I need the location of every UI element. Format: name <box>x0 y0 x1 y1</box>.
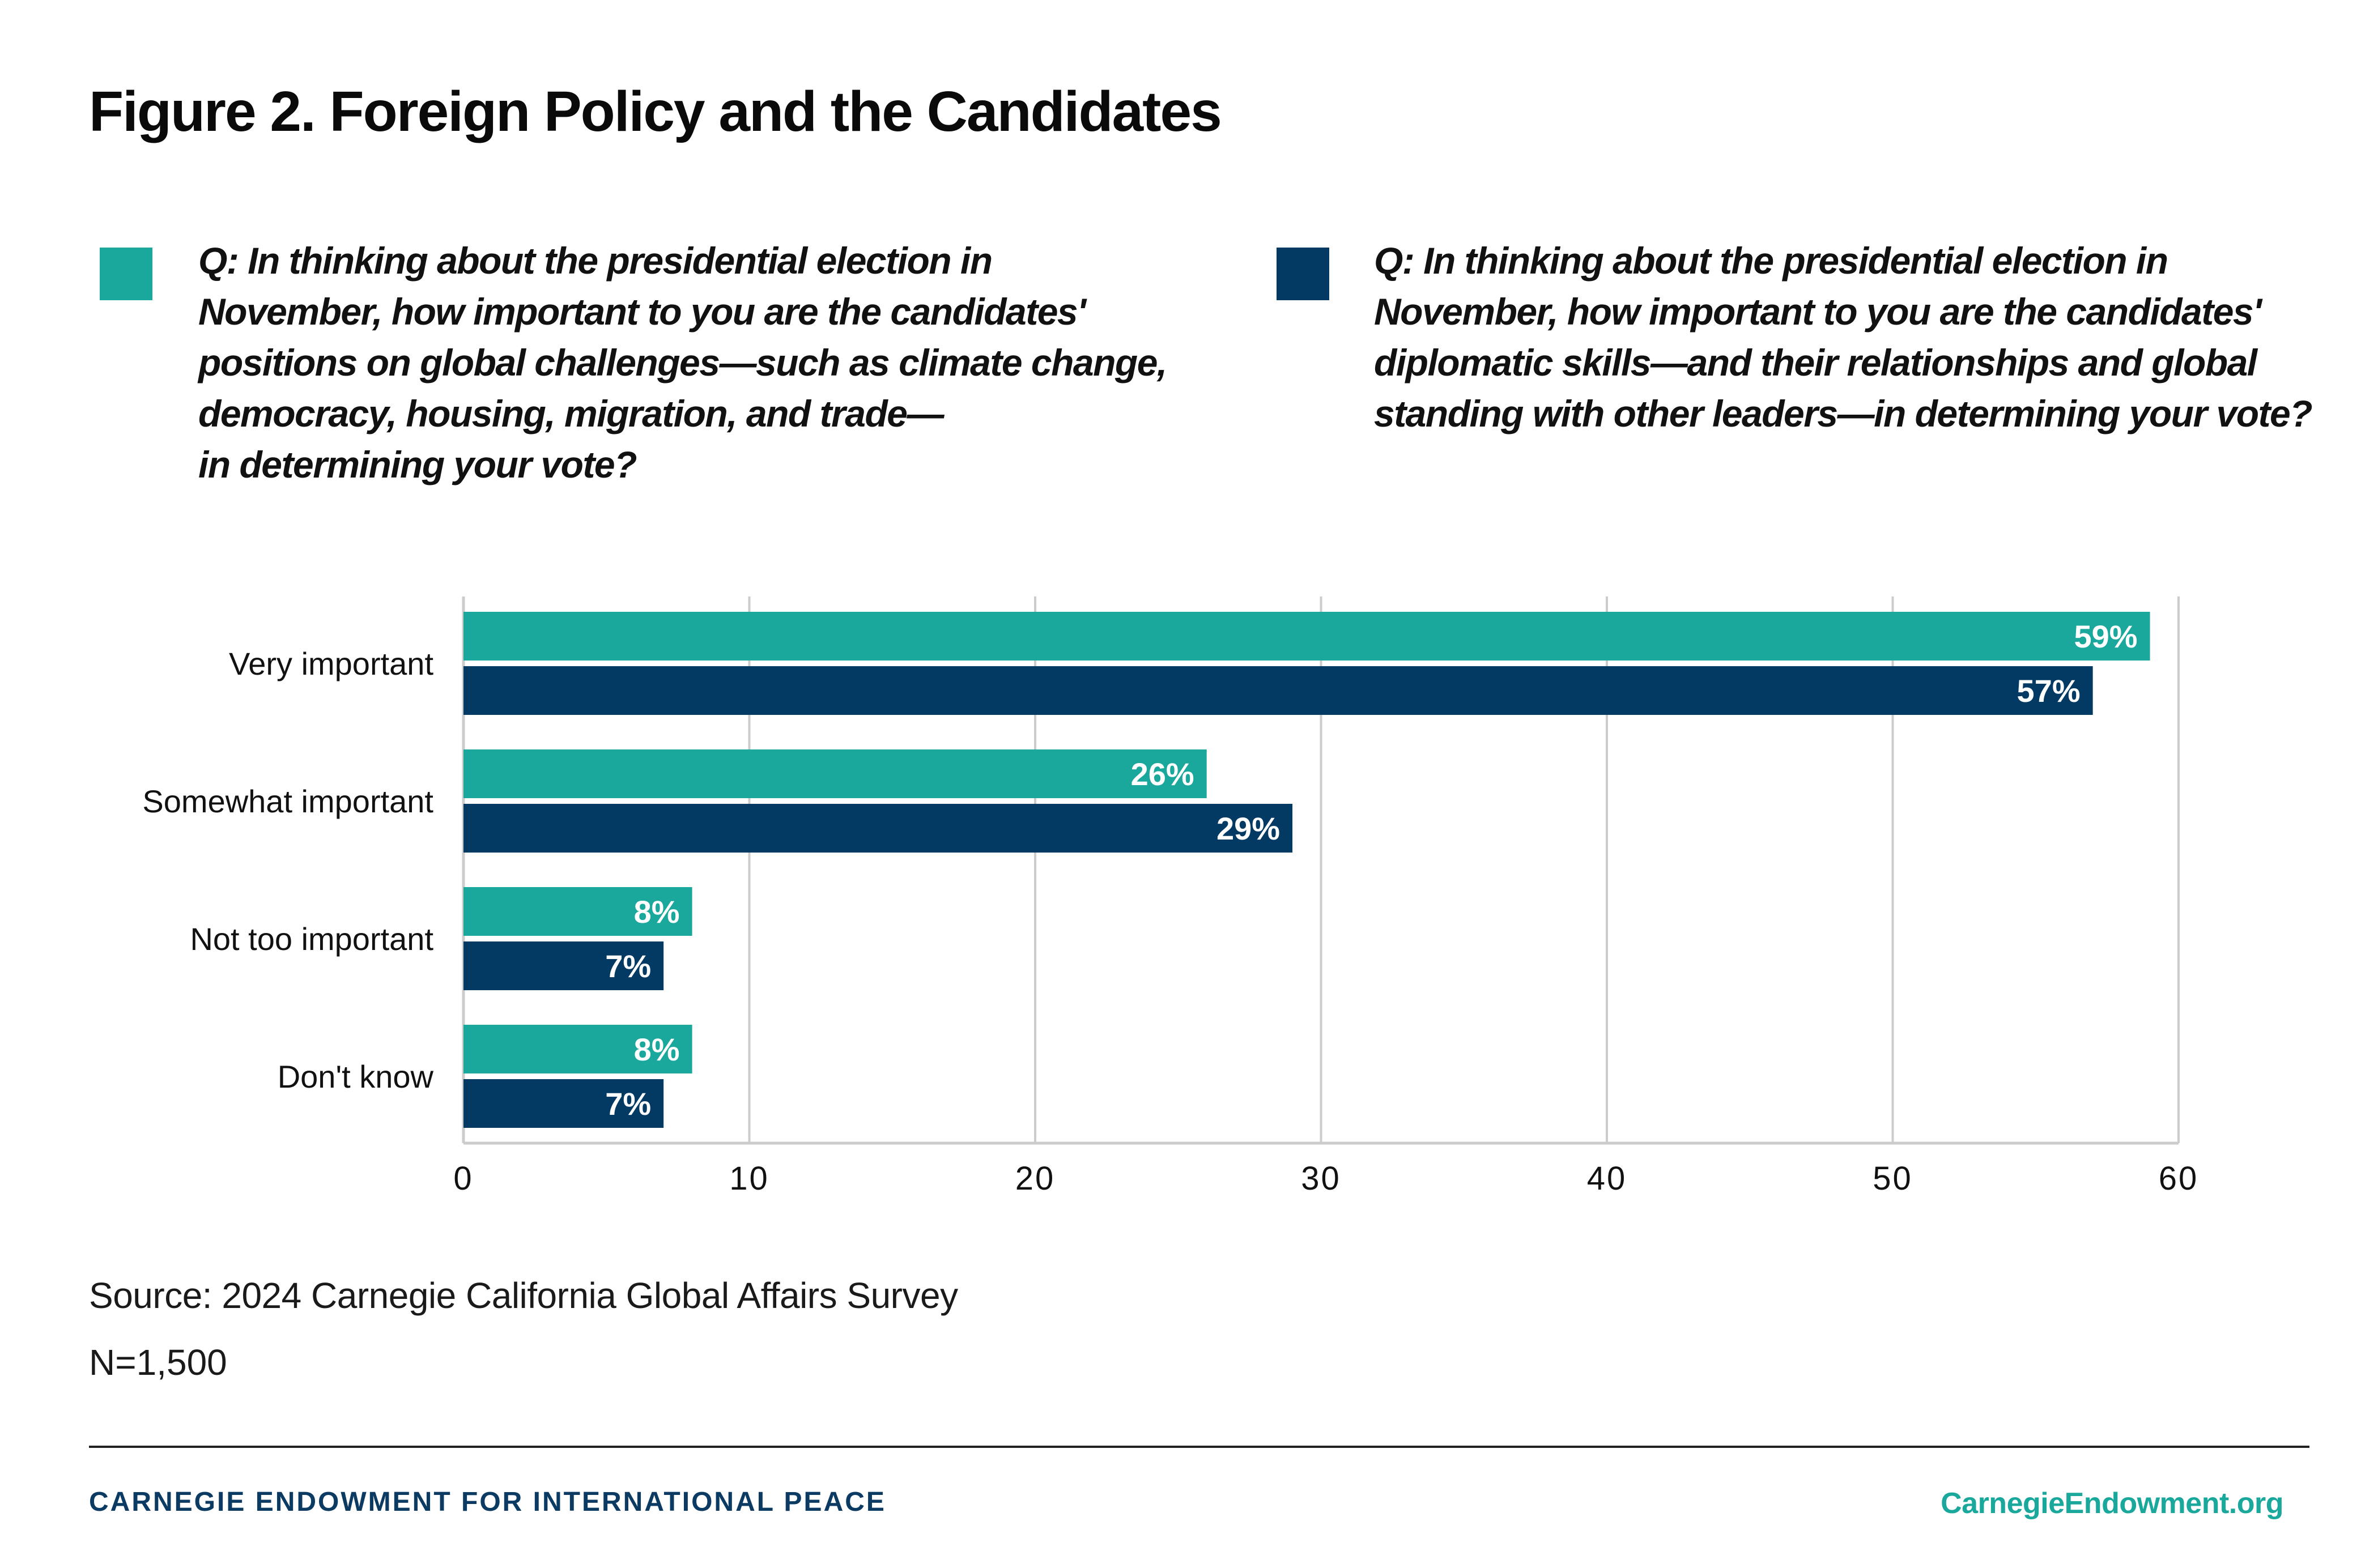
sample-size-note: N=1,500 <box>89 1342 227 1383</box>
organization-name: CARNEGIE ENDOWMENT FOR INTERNATIONAL PEA… <box>89 1487 886 1517</box>
source-note: Source: 2024 Carnegie California Global … <box>89 1275 958 1316</box>
x-tick-label: 30 <box>1301 1160 1341 1197</box>
legend-text-diplomatic-skills: Q: In thinking about the presidential el… <box>1374 235 2313 439</box>
legend-line: November, how important to you are the c… <box>198 291 1086 333</box>
bar-diplomatic-skills <box>463 941 664 990</box>
y-category-label: Don't know <box>278 1059 434 1094</box>
bar-data-label: 57% <box>2017 673 2081 709</box>
bar-global-challenges <box>463 749 1207 798</box>
footer-divider <box>89 1446 2309 1448</box>
legend-line: Q: In thinking about the presidential el… <box>198 240 993 282</box>
bar-diplomatic-skills <box>463 804 1293 853</box>
bar-global-challenges <box>463 612 2150 661</box>
legend-line: democracy, housing, migration, and trade… <box>198 393 944 434</box>
bar-layer <box>463 612 2150 1128</box>
legend-line: positions on global challenges—such as c… <box>198 342 1167 384</box>
legend-line: standing with other leaders—in determini… <box>1374 393 2313 434</box>
legend-line: November, how important to you are the c… <box>1374 291 2262 333</box>
legend-swatch-teal <box>100 248 152 300</box>
bar-diplomatic-skills <box>463 666 2093 715</box>
legend-line: Q: In thinking about the presidential el… <box>1374 240 2168 282</box>
x-tick-label: 0 <box>453 1160 473 1197</box>
bar-global-challenges <box>463 1025 692 1073</box>
bar-data-label: 8% <box>634 1032 680 1067</box>
legend-text-global-challenges: Q: In thinking about the presidential el… <box>198 235 1167 490</box>
legend-line: diplomatic skills—and their relationship… <box>1374 342 2257 384</box>
bar-data-label: 59% <box>2074 619 2137 654</box>
organization-url[interactable]: CarnegieEndowment.org <box>1941 1487 2283 1520</box>
chart-title: Figure 2. Foreign Policy and the Candida… <box>89 80 1222 143</box>
bar-diplomatic-skills <box>463 1079 664 1128</box>
bar-data-label: 29% <box>1216 811 1280 846</box>
legend-line: in determining your vote? <box>198 444 637 485</box>
legend-swatch-navy <box>1277 248 1329 300</box>
bar-global-challenges <box>463 887 692 936</box>
bar-data-label: 7% <box>605 1086 651 1122</box>
bar-data-label: 26% <box>1131 756 1194 792</box>
bar-data-label: 7% <box>605 948 651 984</box>
x-tick-label: 50 <box>1873 1160 1913 1197</box>
y-category-label: Not too important <box>190 921 433 957</box>
y-category-label: Very important <box>229 646 433 681</box>
bar-data-label: 8% <box>634 894 680 930</box>
x-tick-label: 10 <box>729 1160 769 1197</box>
x-tick-label: 60 <box>2159 1160 2199 1197</box>
x-tick-label: 40 <box>1587 1160 1627 1197</box>
x-tick-label: 20 <box>1015 1160 1056 1197</box>
y-category-label: Somewhat important <box>142 783 433 819</box>
label-layer: 0 10 20 30 40 50 60 Very important 59% 57% Somewha… <box>142 619 2199 1197</box>
